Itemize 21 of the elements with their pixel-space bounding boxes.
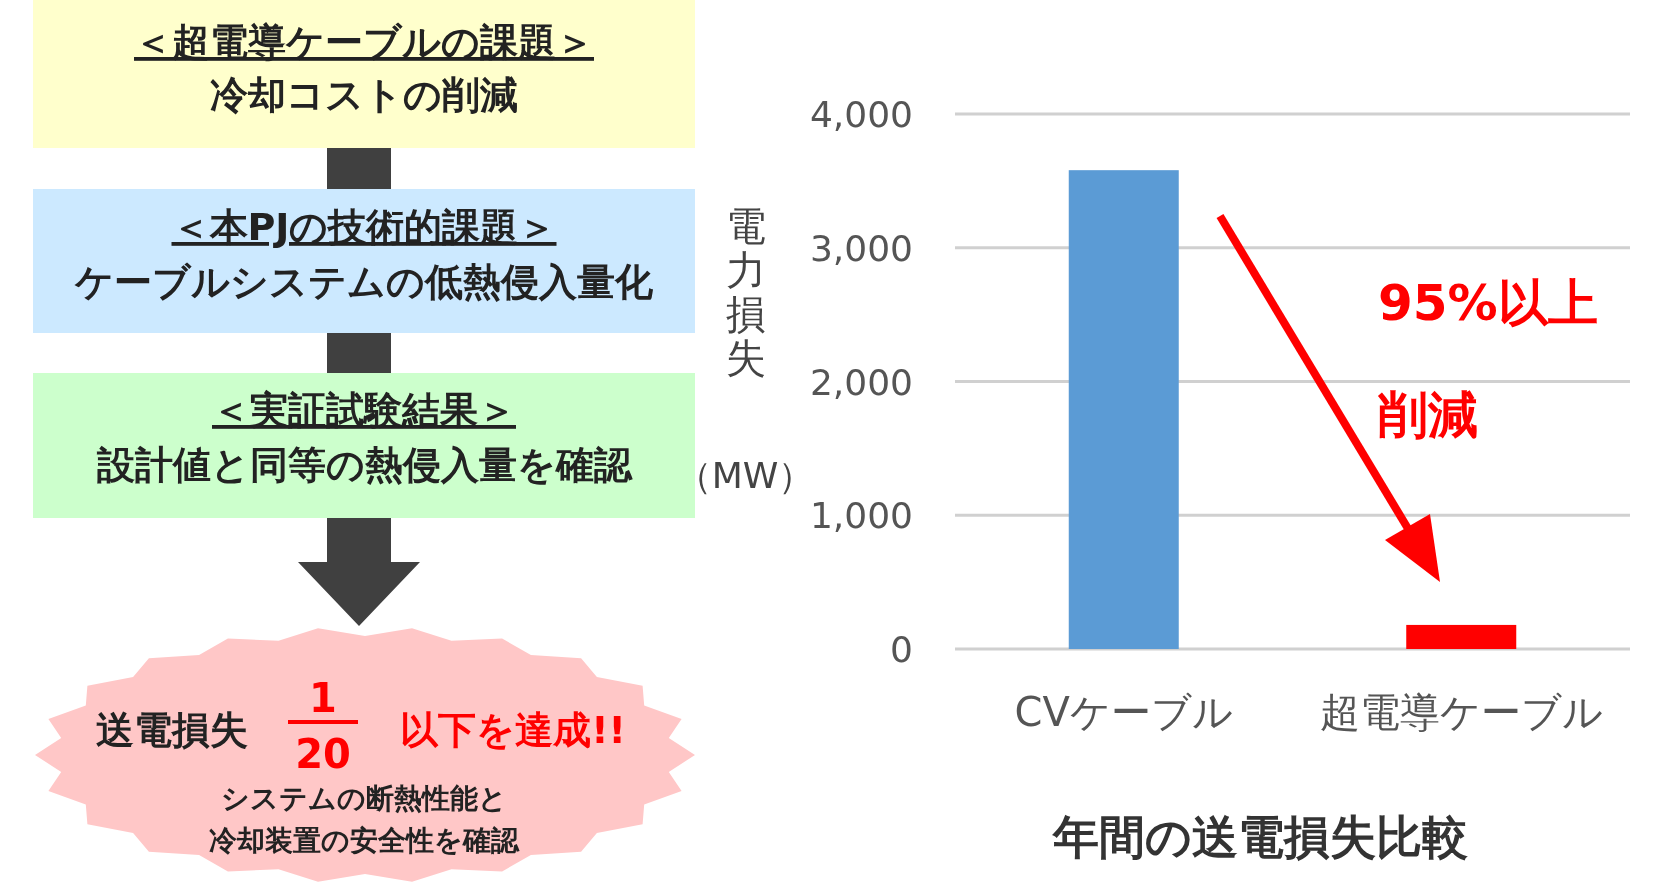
text: ＜本PJの技術的課題＞	[171, 205, 557, 249]
y-tick-label: 3,000	[809, 227, 913, 269]
text: システムの断熱性能と	[221, 782, 507, 815]
text: 20	[295, 731, 351, 777]
text: 送電損失	[96, 708, 248, 752]
text: 1	[309, 675, 337, 721]
text: ＜超電導ケーブルの課題＞	[134, 20, 594, 64]
text: ケーブルシステムの低熱侵入量化	[74, 260, 654, 304]
x-tick-label: CVケーブル	[1014, 689, 1233, 735]
text: 年間の送電損失比較	[1050, 810, 1468, 864]
y-tick-label: 1,000	[809, 495, 913, 537]
text: 冷却装置の安全性を確認	[209, 824, 520, 857]
y-tick-label: 0	[890, 629, 913, 670]
text: 設計値と同等の熱侵入量を確認	[95, 443, 633, 487]
x-tick-label: 超電導ケーブル	[1319, 689, 1603, 735]
text: 以下を達成!!	[400, 708, 626, 752]
annotation: 削減	[1377, 386, 1478, 444]
y-tick-label: 4,000	[809, 94, 913, 135]
annotation: 95%以上	[1378, 274, 1598, 332]
text: 冷却コストの削減	[210, 73, 518, 117]
text: ＜実証試験結果＞	[212, 388, 516, 432]
